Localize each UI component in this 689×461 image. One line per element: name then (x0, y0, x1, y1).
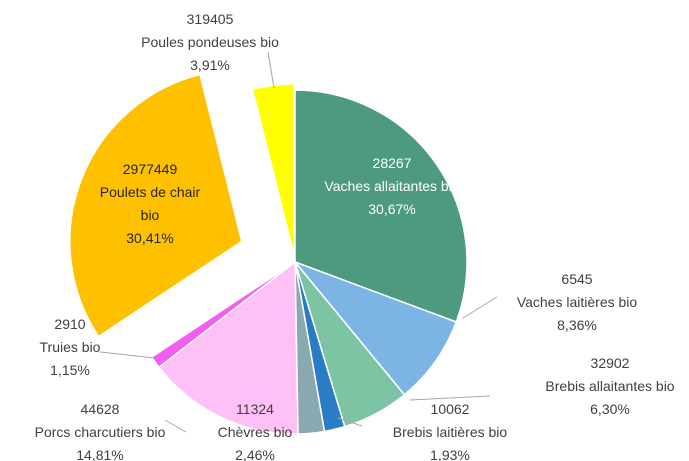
data-label: 44628 Porcs charcutiers bio 14,81% (10, 398, 190, 461)
pie-slice (292, 260, 458, 396)
data-label: 10062 Brebis laitières bio 1,93% (370, 398, 530, 461)
category-label: Brebis laitières bio (392, 424, 508, 440)
pie-slice (294, 89, 468, 323)
leader-line (462, 296, 498, 319)
count-label: 319405 (186, 11, 234, 27)
data-label: 2910 Truies bio 1,15% (20, 313, 120, 382)
category-label: Vaches laitières bio (516, 294, 638, 310)
percent-label: 1,15% (50, 362, 90, 378)
count-label: 28267 (372, 155, 412, 171)
category-label: Poules pondeuses bio (141, 34, 279, 50)
category-label: Chèvres bio (217, 424, 293, 440)
data-label: 2977449 Poulets de chair bio 30,41% (90, 158, 210, 250)
leader-line (99, 351, 156, 359)
data-label: 11324 Chèvres bio 2,46% (200, 398, 310, 461)
count-label: 6545 (561, 271, 593, 287)
leader-line (164, 419, 187, 433)
leader-line (337, 417, 363, 427)
percent-label: 30,41% (126, 230, 174, 246)
pie-slice (150, 261, 296, 369)
count-label: 10062 (430, 401, 470, 417)
leader-line (409, 395, 491, 401)
percent-label: 30,67% (368, 201, 416, 217)
data-label: 319405 Poules pondeuses bio 3,91% (110, 8, 310, 77)
count-label: 32902 (590, 355, 630, 371)
pie-slice (69, 73, 243, 338)
pie-slice (251, 83, 296, 257)
percent-label: 6,30% (590, 401, 630, 417)
category-label: Truies bio (39, 339, 101, 355)
count-label: 2977449 (122, 161, 178, 177)
data-label: 28267 Vaches allaitantes bio 30,67% (322, 152, 462, 221)
percent-label: 14,81% (76, 447, 124, 461)
category-label: Vaches allaitantes bio (324, 178, 460, 194)
count-label: 11324 (236, 401, 274, 417)
percent-label: 1,93% (430, 447, 470, 461)
leader-line (267, 51, 275, 89)
percent-label: 3,91% (190, 57, 230, 73)
data-label: 32902 Brebis allaitantes bio 6,30% (515, 352, 689, 421)
category-label: Porcs charcutiers bio (34, 424, 166, 440)
percent-label: 8,36% (557, 317, 597, 333)
percent-label: 2,46% (235, 447, 275, 461)
category-label: Poulets de chair bio (99, 184, 201, 223)
count-label: 2910 (54, 316, 86, 332)
pie-slice (157, 260, 299, 435)
category-label: Brebis allaitantes bio (545, 378, 675, 394)
data-label: 6545 Vaches laitières bio 8,36% (487, 268, 667, 337)
count-label: 44628 (80, 401, 120, 417)
leader-line (299, 417, 306, 429)
